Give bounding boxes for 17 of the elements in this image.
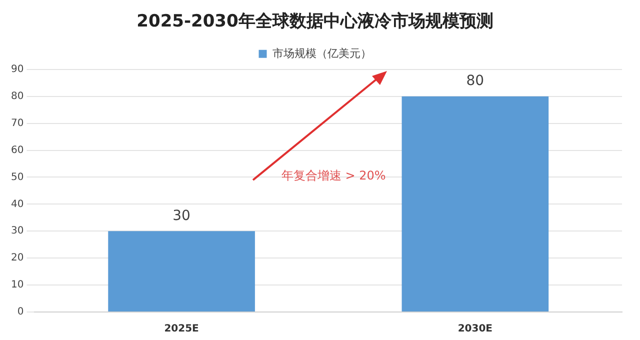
y-tick-label: 0 [17,306,24,318]
data-label: 80 [466,72,484,89]
x-tick-label: 2025E [164,324,200,335]
y-tick-label: 60 [10,144,24,156]
y-tick-label: 80 [10,90,24,102]
chart-title: 2025-2030年全球数据中心液冷市场规模预测 [136,12,494,32]
legend-label: 市场规模（亿美元） [272,46,372,60]
y-tick-label: 50 [10,172,24,183]
y-tick-label: 70 [10,118,24,129]
y-tick-label: 40 [10,198,24,210]
annotation: 年复合增速 > 20% [281,168,386,182]
y-tick-label: 90 [10,64,24,75]
data-label: 30 [172,208,190,224]
y-tick-label: 20 [10,252,24,264]
x-tick-label: 2030E [458,324,493,335]
y-tick-label: 30 [10,226,24,237]
y-tick-label: 10 [10,280,24,291]
